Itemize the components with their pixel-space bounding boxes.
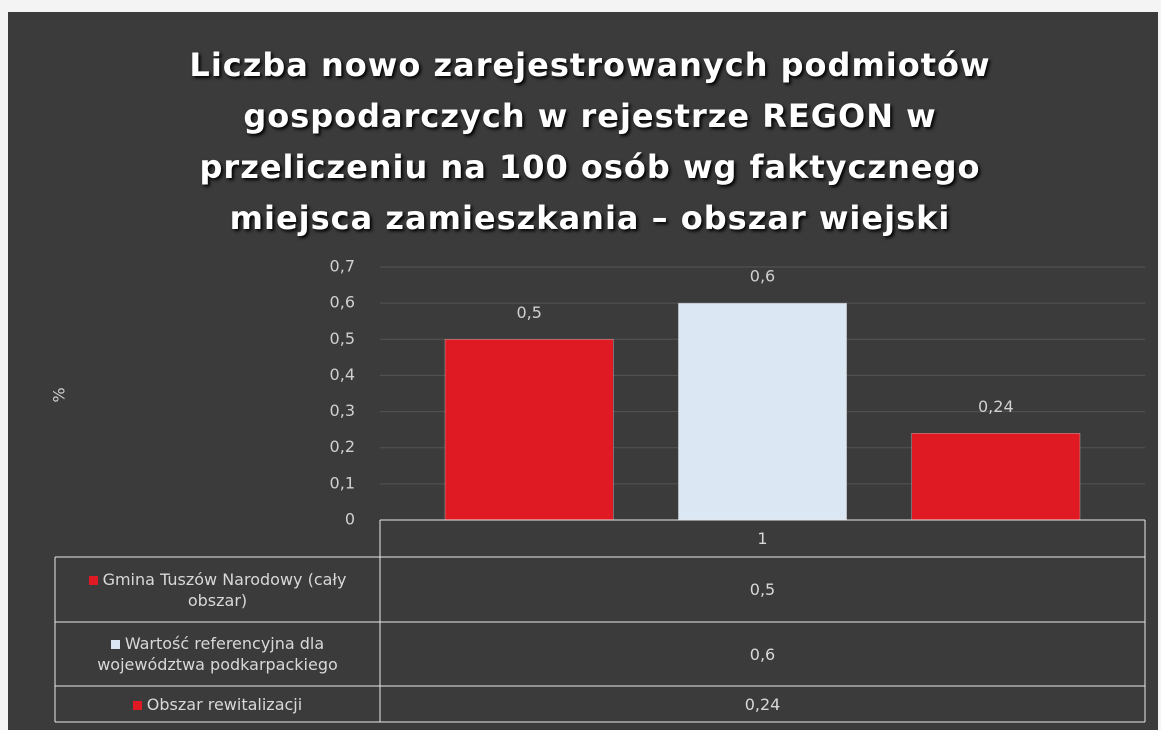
y-axis-label: % (50, 387, 69, 402)
y-tick-label: 0,3 (330, 401, 355, 420)
legend-swatch (110, 640, 120, 649)
legend-entry: Wartość referencyjna dla województwa pod… (55, 622, 380, 686)
x-tick-label: 1 (380, 520, 1145, 557)
legend-text: Obszar rewitalizacji (146, 694, 303, 714)
y-tick-label: 0,5 (330, 329, 355, 348)
legend-label: Gmina Tuszów Narodowy (cały obszar) (63, 569, 372, 611)
data-label: 0,5 (516, 303, 541, 322)
x-tick-label-text: 1 (757, 529, 768, 548)
legend-label: Wartość referencyjna dla województwa pod… (63, 633, 372, 675)
legend-text: Gmina Tuszów Narodowy (cały obszar) (102, 569, 347, 610)
legend-swatch (132, 700, 142, 710)
y-tick-label: 0,7 (330, 257, 355, 276)
y-tick-label: 0,1 (330, 473, 355, 492)
bar (678, 302, 847, 521)
data-label: 0,24 (978, 397, 1014, 416)
table-value: 0,5 (380, 557, 1145, 622)
table-value: 0,6 (380, 622, 1145, 686)
bar (911, 433, 1081, 521)
chart-title: Liczba nowo zarejestrowanych podmiotów g… (189, 46, 991, 237)
bar (444, 339, 614, 521)
data-label: 0,6 (750, 267, 775, 286)
table-value-text: 0,24 (744, 694, 781, 714)
legend-entry: Gmina Tuszów Narodowy (cały obszar) (55, 557, 380, 622)
y-tick-label: 0 (345, 510, 355, 529)
table-value-text: 0,6 (749, 644, 776, 664)
legend-entry: Obszar rewitalizacji (55, 686, 380, 722)
table-value: 0,24 (380, 686, 1145, 722)
table-value-text: 0,5 (749, 580, 776, 599)
legend-swatch (88, 575, 98, 585)
y-tick-label: 0,4 (330, 365, 355, 384)
y-tick-label: 0,2 (330, 437, 355, 456)
y-tick-label: 0,6 (330, 293, 355, 312)
legend-text: Wartość referencyjna dla województwa pod… (97, 634, 338, 674)
legend-label: Obszar rewitalizacji (132, 694, 303, 715)
